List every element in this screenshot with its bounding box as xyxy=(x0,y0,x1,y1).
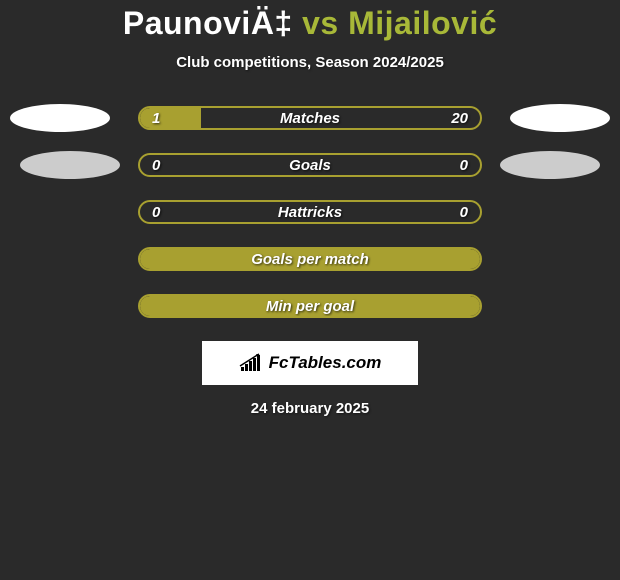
stat-row: Min per goal xyxy=(0,294,620,318)
player-avatar-left xyxy=(10,104,110,132)
chart-icon xyxy=(239,353,263,373)
stat-value-right: 20 xyxy=(451,110,468,127)
stat-bar: 0Hattricks0 xyxy=(138,200,482,224)
player-avatar-right xyxy=(500,151,600,179)
stat-label: Matches xyxy=(140,110,480,127)
stat-row: 0Hattricks0 xyxy=(0,200,620,224)
stat-value-right: 0 xyxy=(460,204,468,221)
stat-bar: Min per goal xyxy=(138,294,482,318)
stat-bar: 1Matches20 xyxy=(138,106,482,130)
stat-label: Min per goal xyxy=(140,298,480,315)
date-text: 24 february 2025 xyxy=(0,400,620,417)
stat-value-right: 0 xyxy=(460,157,468,174)
subtitle: Club competitions, Season 2024/2025 xyxy=(0,54,620,71)
logo-text: FcTables.com xyxy=(269,353,382,373)
stat-label: Hattricks xyxy=(140,204,480,221)
player2-name: Mijailović xyxy=(348,5,497,41)
stat-row: Goals per match xyxy=(0,247,620,271)
player-avatar-right xyxy=(510,104,610,132)
logo-box[interactable]: FcTables.com xyxy=(202,341,418,385)
vs-text: vs xyxy=(302,5,339,41)
stat-bar: Goals per match xyxy=(138,247,482,271)
player1-name: PaunoviÄ‡ xyxy=(123,5,293,41)
stat-row: 1Matches20 xyxy=(0,106,620,130)
comparison-title: PaunoviÄ‡ vs Mijailović xyxy=(0,5,620,42)
stats-container: 1Matches200Goals00Hattricks0Goals per ma… xyxy=(0,106,620,318)
stat-label: Goals per match xyxy=(140,251,480,268)
stat-label: Goals xyxy=(140,157,480,174)
stat-bar: 0Goals0 xyxy=(138,153,482,177)
stat-row: 0Goals0 xyxy=(0,153,620,177)
player-avatar-left xyxy=(20,151,120,179)
